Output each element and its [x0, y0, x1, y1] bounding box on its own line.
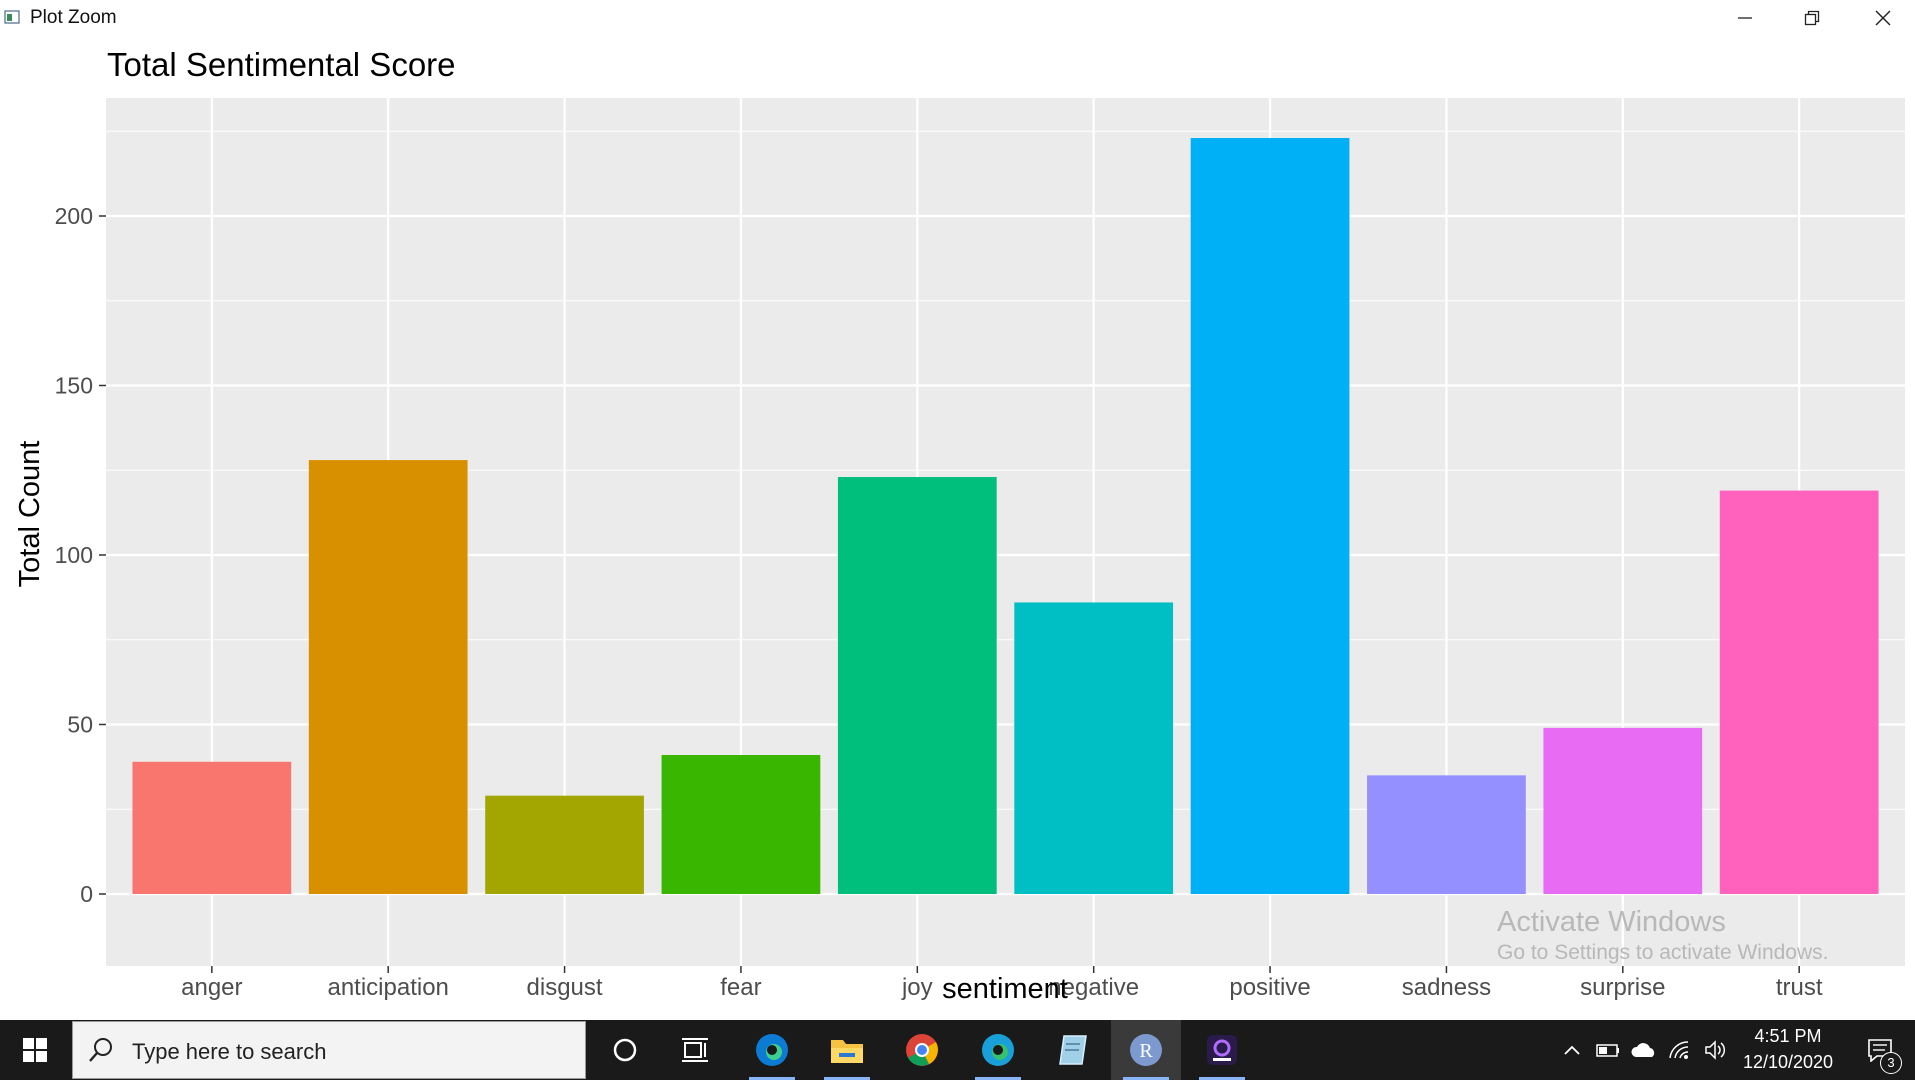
y-tick-label: 150	[55, 373, 93, 399]
app-icon	[4, 10, 20, 24]
y-axis: 0 50 100 150 200	[55, 203, 106, 907]
bar-anticipation	[308, 460, 468, 894]
r-icon: R	[1130, 1034, 1162, 1066]
file-explorer-icon	[831, 1040, 863, 1063]
bar-positive	[1190, 138, 1350, 894]
svg-text:R: R	[1139, 1040, 1153, 1062]
window-title: Plot Zoom	[30, 7, 117, 28]
task-view-button[interactable]	[660, 1020, 730, 1080]
cortana-button[interactable]	[590, 1020, 660, 1080]
taskbar-edge[interactable]	[737, 1020, 807, 1080]
purple-app-icon	[1207, 1035, 1237, 1065]
y-axis-title: Total Count	[14, 441, 46, 588]
speaker-icon	[1705, 1040, 1726, 1060]
clock-date[interactable]: 12/10/2020	[1742, 1052, 1834, 1072]
x-tick-label-sadness: sadness	[1402, 974, 1491, 1001]
taskbar-search[interactable]: Type here to search	[72, 1021, 586, 1079]
chrome-icon	[906, 1034, 938, 1066]
show-hidden-icons-button[interactable]	[1555, 1020, 1589, 1080]
y-tick-label: 200	[55, 203, 93, 229]
bar-disgust	[485, 795, 644, 894]
bar-surprise	[1543, 727, 1703, 894]
x-tick-label-joy: joy	[901, 974, 933, 1001]
y-tick-label: 100	[55, 542, 93, 568]
bar-fear	[661, 755, 821, 894]
windows-logo-icon	[23, 1038, 47, 1062]
wifi-icon	[1669, 1041, 1689, 1059]
clock-time[interactable]: 4:51 PM	[1754, 1026, 1822, 1046]
y-tick-label: 0	[80, 881, 93, 907]
close-icon	[1875, 10, 1891, 26]
minimize-icon	[1738, 17, 1752, 19]
taskbar-edge-beta[interactable]	[963, 1020, 1033, 1080]
bar-chart: Total Sentimental Score 0 50 100 150 200 ang…	[14, 46, 1905, 1005]
x-tick-label-anger: anger	[181, 974, 242, 1001]
onedrive-button[interactable]	[1627, 1020, 1661, 1080]
bar-anger	[132, 761, 292, 894]
x-tick-label-trust: trust	[1776, 974, 1823, 1001]
search-icon	[89, 1038, 112, 1062]
battery-button[interactable]	[1591, 1020, 1625, 1080]
x-axis-title: sentiment	[942, 973, 1068, 1005]
network-button[interactable]	[1663, 1020, 1697, 1080]
restore-icon	[1804, 10, 1820, 26]
minimize-button[interactable]	[1710, 0, 1780, 36]
bar-trust	[1719, 490, 1879, 894]
notification-center-button[interactable]: 3	[1850, 1020, 1910, 1080]
taskbar-notepad[interactable]	[1038, 1020, 1108, 1080]
edge-beta-icon	[982, 1034, 1014, 1066]
chevron-up-icon	[1564, 1045, 1580, 1055]
cortana-icon	[613, 1038, 637, 1062]
taskbar: Type here to search	[0, 1020, 1915, 1080]
battery-icon	[1596, 1044, 1619, 1057]
x-tick-label-fear: fear	[720, 974, 761, 1001]
close-button[interactable]	[1848, 0, 1915, 36]
notification-count: 3	[1880, 1052, 1902, 1074]
edge-icon	[756, 1034, 788, 1066]
x-tick-label-negative: negative	[1048, 974, 1139, 1001]
x-tick-label-anticipation: anticipation	[327, 974, 448, 1001]
cloud-icon	[1631, 1043, 1655, 1057]
taskbar-r[interactable]: R	[1111, 1020, 1181, 1080]
task-view-icon	[682, 1038, 708, 1062]
search-placeholder: Type here to search	[132, 1039, 327, 1064]
window-titlebar: Plot Zoom	[0, 0, 1915, 36]
bars	[132, 138, 1879, 894]
start-button[interactable]	[0, 1020, 70, 1080]
notepad-icon	[1059, 1035, 1087, 1065]
x-tick-label-surprise: surprise	[1580, 974, 1665, 1001]
x-tick-label-disgust: disgust	[527, 974, 603, 1001]
volume-button[interactable]	[1699, 1020, 1733, 1080]
taskbar-purple-app[interactable]	[1187, 1020, 1257, 1080]
bar-sadness	[1367, 775, 1526, 894]
taskbar-file-explorer[interactable]	[812, 1020, 882, 1080]
x-tick-label-positive: positive	[1229, 974, 1310, 1001]
y-tick-label: 50	[67, 712, 93, 738]
notification-icon	[1868, 1039, 1892, 1062]
restore-button[interactable]	[1777, 0, 1847, 36]
taskbar-chrome[interactable]	[887, 1020, 957, 1080]
bar-negative	[1014, 602, 1174, 894]
bar-joy	[837, 477, 997, 894]
x-axis: anger anticipation disgust fear joy negative p…	[181, 966, 1823, 1001]
chart-title: Total Sentimental Score	[107, 46, 456, 83]
